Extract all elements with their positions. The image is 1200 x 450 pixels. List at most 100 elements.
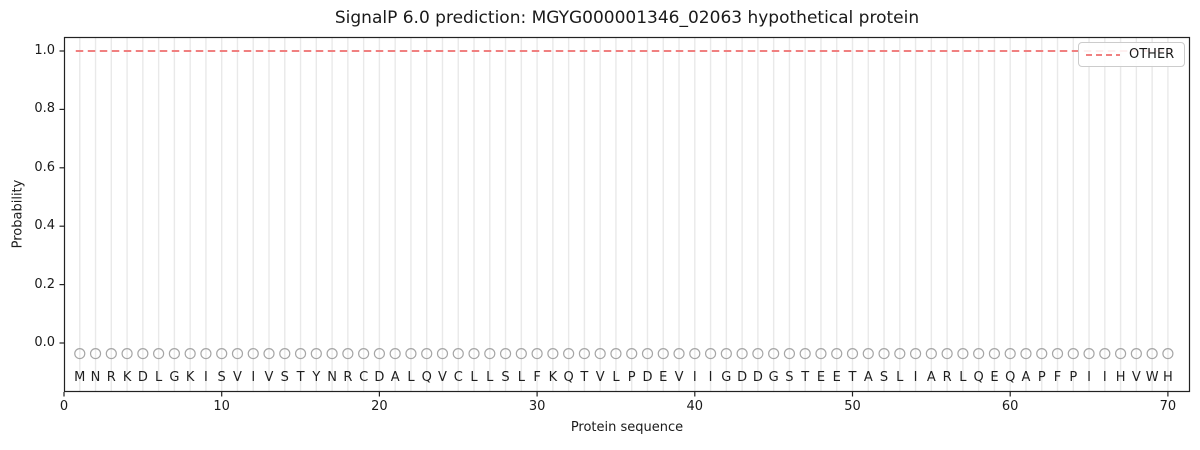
residue-marker-circle xyxy=(200,348,212,360)
residue-letter: K xyxy=(185,370,195,385)
residue-letter: E xyxy=(659,370,668,385)
residue-marker-circle xyxy=(405,348,417,360)
x-axis-label: Protein sequence xyxy=(570,420,684,435)
residue-marker-circle xyxy=(862,348,874,360)
residue-marker-circle xyxy=(563,348,575,360)
residue-marker-circle xyxy=(105,348,117,360)
residue-letter: I xyxy=(1102,370,1107,385)
residue-marker-circle xyxy=(1051,348,1064,360)
residue-marker-circle xyxy=(1114,348,1127,360)
residue-marker-circle xyxy=(373,348,385,360)
residue-letter: I xyxy=(204,370,208,385)
x-tick-label: 60 xyxy=(1001,399,1019,414)
residue-letter: K xyxy=(122,370,132,385)
residue-marker-circle xyxy=(547,348,559,360)
y-tick-label: 0.8 xyxy=(34,101,55,117)
residue-marker-circle xyxy=(153,348,165,360)
residue-marker-circle xyxy=(421,348,433,360)
residue-marker-circle xyxy=(736,348,748,360)
residue-letter: Q xyxy=(1005,370,1016,385)
x-tick-label: 50 xyxy=(844,399,861,414)
residue-marker-circle xyxy=(216,348,228,360)
residue-letter: L xyxy=(612,370,620,385)
residue-letter: G xyxy=(169,370,180,385)
residue-marker-circle xyxy=(499,348,512,360)
residue-letter: R xyxy=(343,370,353,385)
residue-letter: E xyxy=(990,370,999,385)
x-tick-label: 70 xyxy=(1159,399,1177,414)
residue-letter: D xyxy=(137,370,148,385)
residue-letter: T xyxy=(848,370,857,385)
residue-letter: A xyxy=(863,370,873,385)
residue-letter: I xyxy=(692,370,697,385)
residue-letter: K xyxy=(548,370,558,385)
residue-letter: L xyxy=(154,370,163,385)
residue-letter: S xyxy=(501,370,510,385)
residue-marker-circle xyxy=(247,348,259,360)
residue-marker-circle xyxy=(484,348,496,360)
residue-marker-circle xyxy=(689,348,701,360)
residue-letter: Q xyxy=(563,370,574,385)
residue-marker-circle xyxy=(326,348,338,360)
residue-marker-circle xyxy=(894,348,906,360)
residue-marker-circle xyxy=(1162,348,1174,360)
residue-letter: R xyxy=(106,370,116,385)
residue-marker-circle xyxy=(626,348,638,360)
residue-marker-circle xyxy=(515,348,527,360)
residue-letter: V xyxy=(595,370,605,385)
residue-marker-circle xyxy=(1130,348,1142,360)
y-tick-label: 0.2 xyxy=(34,276,55,292)
residue-letter: T xyxy=(296,370,305,385)
residue-marker-circle xyxy=(531,348,543,360)
residue-letter: P xyxy=(1037,370,1046,385)
residue-letter: L xyxy=(407,370,415,385)
residue-letter: S xyxy=(280,370,289,385)
residue-letter: L xyxy=(517,370,525,385)
residue-letter: I xyxy=(251,370,256,385)
residue-letter: R xyxy=(942,370,952,385)
legend-entry-other: OTHER xyxy=(1129,47,1175,62)
residue-marker-circle xyxy=(578,348,591,360)
residue-letter: Q xyxy=(973,370,984,385)
residue-marker-circle xyxy=(957,348,969,360)
residue-letter: P xyxy=(1069,370,1078,385)
residue-marker-circle xyxy=(831,348,843,360)
residue-marker-circle xyxy=(452,348,464,360)
residue-marker-circle xyxy=(279,348,291,360)
residue-letter: G xyxy=(721,370,732,385)
y-tick-label: 0.0 xyxy=(34,335,55,350)
residue-marker-circle xyxy=(973,348,985,360)
residue-letter: N xyxy=(90,370,101,385)
residue-marker-circle xyxy=(358,348,370,360)
residue-letter: Y xyxy=(312,370,321,385)
residue-marker-circle xyxy=(137,348,149,360)
residue-letter: V xyxy=(674,370,684,385)
residue-letter: D xyxy=(374,370,385,385)
residue-letter: H xyxy=(1163,370,1173,385)
residue-letter: T xyxy=(801,370,810,385)
residue-marker-circle xyxy=(720,348,732,360)
residue-letter: G xyxy=(768,370,779,385)
residue-marker-circle xyxy=(783,348,796,360)
residue-marker-circle xyxy=(752,348,764,360)
y-tick-label: 1.0 xyxy=(34,43,55,58)
residue-letter: C xyxy=(453,370,463,385)
residue-marker-circle xyxy=(1020,348,1032,360)
x-tick-label: 40 xyxy=(686,399,704,414)
residue-marker-circle xyxy=(1067,348,1079,360)
residue-letter: A xyxy=(390,370,400,385)
residue-marker-circle xyxy=(815,348,827,360)
residue-marker-circle xyxy=(673,348,685,360)
legend: OTHER xyxy=(1078,42,1185,67)
x-tick-label: 0 xyxy=(59,399,69,414)
residue-letter: I xyxy=(1087,370,1091,385)
residue-letter: A xyxy=(926,370,936,385)
residue-marker-circle xyxy=(294,348,307,360)
x-tick-label: 20 xyxy=(371,399,388,414)
residue-marker-circle xyxy=(342,348,354,360)
residue-letter: I xyxy=(708,370,713,385)
residue-letter: S xyxy=(879,370,889,385)
residue-marker-circle xyxy=(263,348,275,360)
residue-letter: V xyxy=(1131,370,1141,385)
